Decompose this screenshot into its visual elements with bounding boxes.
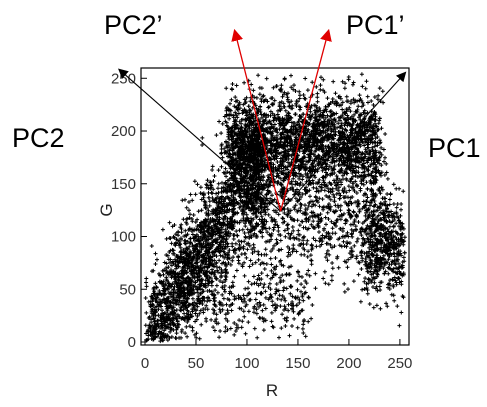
pc-arrow xyxy=(118,68,281,212)
y-tick-label: 100 xyxy=(111,229,136,246)
x-tick-label: 50 xyxy=(188,355,205,372)
pc-label: PC2 xyxy=(12,123,65,153)
x-axis-label: R xyxy=(266,381,278,400)
y-tick-label: 200 xyxy=(111,123,136,140)
y-tick-label: 150 xyxy=(111,176,136,193)
pc-annotations: PC1 PC2 PC1’ PC2’ xyxy=(12,10,481,212)
plot-frame xyxy=(140,67,410,346)
x-tick-label: 200 xyxy=(336,355,361,372)
x-tick-label: 100 xyxy=(234,355,259,372)
x-tick-label: 250 xyxy=(387,355,412,372)
y-tick-label: 50 xyxy=(119,281,136,298)
scatter-points xyxy=(143,72,407,344)
y-tick-label: 0 xyxy=(128,334,136,351)
pc-label: PC1 xyxy=(428,133,481,163)
pc-arrow xyxy=(231,28,282,212)
scatter-point-markers xyxy=(143,72,407,344)
pc-label: PC2’ xyxy=(104,10,163,40)
pc-arrow xyxy=(279,28,332,212)
x-tick-label: 0 xyxy=(141,355,149,372)
y-axis-label: G xyxy=(97,203,116,216)
pc-arrow xyxy=(280,71,407,212)
pc-label: PC1’ xyxy=(346,10,405,40)
x-tick-label: 150 xyxy=(285,355,310,372)
